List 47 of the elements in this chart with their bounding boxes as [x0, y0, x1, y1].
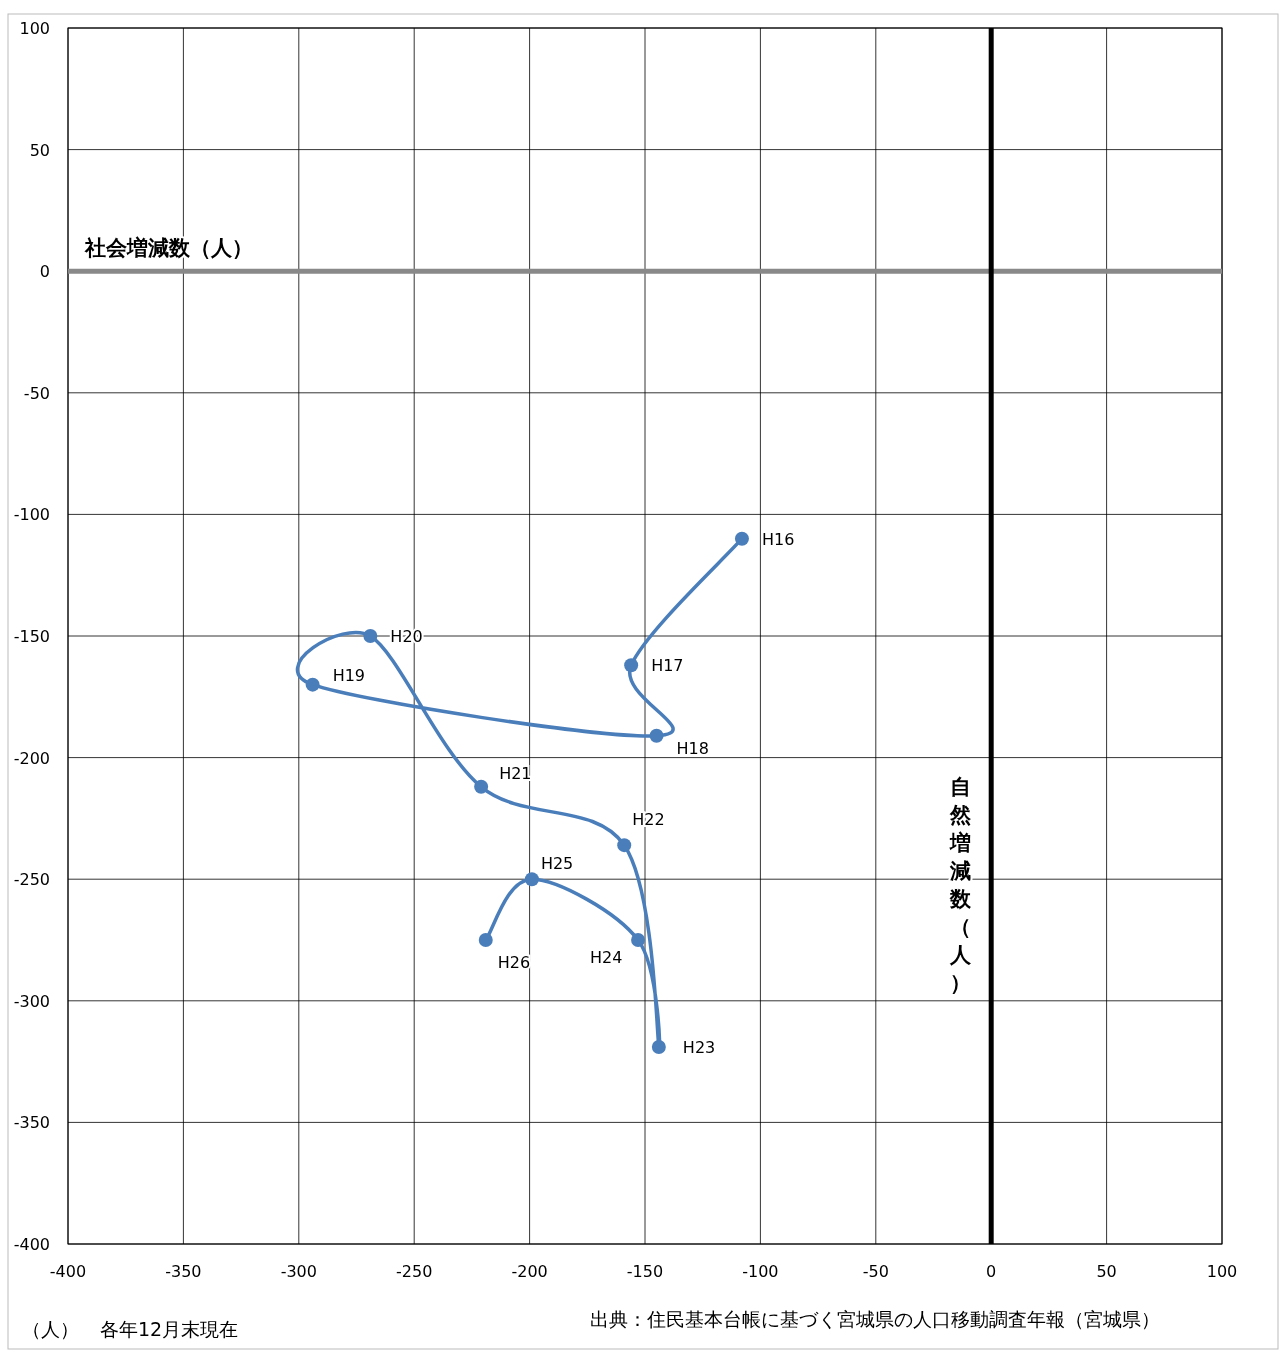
annotation: H19	[332, 665, 366, 685]
point	[624, 658, 639, 673]
point	[363, 629, 378, 643]
x-tick-label: 100	[1206, 1262, 1238, 1281]
point	[305, 677, 320, 692]
x-tick-label: -200	[511, 1262, 548, 1281]
x-tick-label: -150	[626, 1262, 664, 1281]
point	[474, 779, 489, 794]
x-tick-label: 0	[986, 1262, 997, 1281]
x-tick-label: -300	[280, 1262, 317, 1281]
x-tick-label: -350	[165, 1262, 202, 1281]
annotation: H23	[682, 1038, 716, 1058]
annotation: H25	[540, 854, 574, 874]
point	[631, 933, 646, 947]
text: （人）	[22, 1318, 79, 1340]
y-tick-label: 50	[29, 140, 50, 160]
annotation: H26	[497, 953, 531, 972]
x-tick-label: -400	[49, 1262, 87, 1281]
x-tick-label: 50	[1096, 1262, 1117, 1281]
ref-line-label: 自然増減数（人）	[948, 775, 972, 996]
annotation: H16	[761, 529, 795, 549]
point	[617, 838, 632, 853]
x-tick-label: -250	[396, 1262, 433, 1281]
point	[524, 872, 539, 887]
y-tick-label: -150	[13, 627, 50, 646]
annotation: H20	[390, 627, 423, 646]
y-tick-label: -200	[13, 748, 50, 768]
y-tick-label: -250	[13, 870, 50, 890]
x-tick-label: -100	[742, 1262, 779, 1281]
point	[478, 933, 493, 947]
y-tick-label: -50	[23, 383, 50, 403]
point	[651, 1040, 666, 1055]
annotation: H24	[590, 948, 623, 967]
x-tick-label: -50	[862, 1262, 889, 1281]
y-tick-label: -100	[13, 505, 50, 525]
point	[734, 531, 749, 546]
y-tick-label: 0	[39, 262, 50, 282]
y-tick-label: -350	[13, 1113, 50, 1133]
y-tick-label: 100	[19, 19, 50, 38]
annotation: H22	[632, 810, 665, 830]
y-tick-label: -400	[13, 1235, 50, 1254]
y-tick-label: -300	[13, 991, 50, 1011]
annotation: H17	[651, 656, 684, 676]
annotation: H18	[676, 738, 709, 758]
text: 各年12月末現在	[100, 1318, 239, 1340]
source-note: 出典：住民基本台帳に基づく宮城県の人口移動調査年報（宮城県）	[590, 1308, 1160, 1330]
point	[649, 728, 664, 743]
